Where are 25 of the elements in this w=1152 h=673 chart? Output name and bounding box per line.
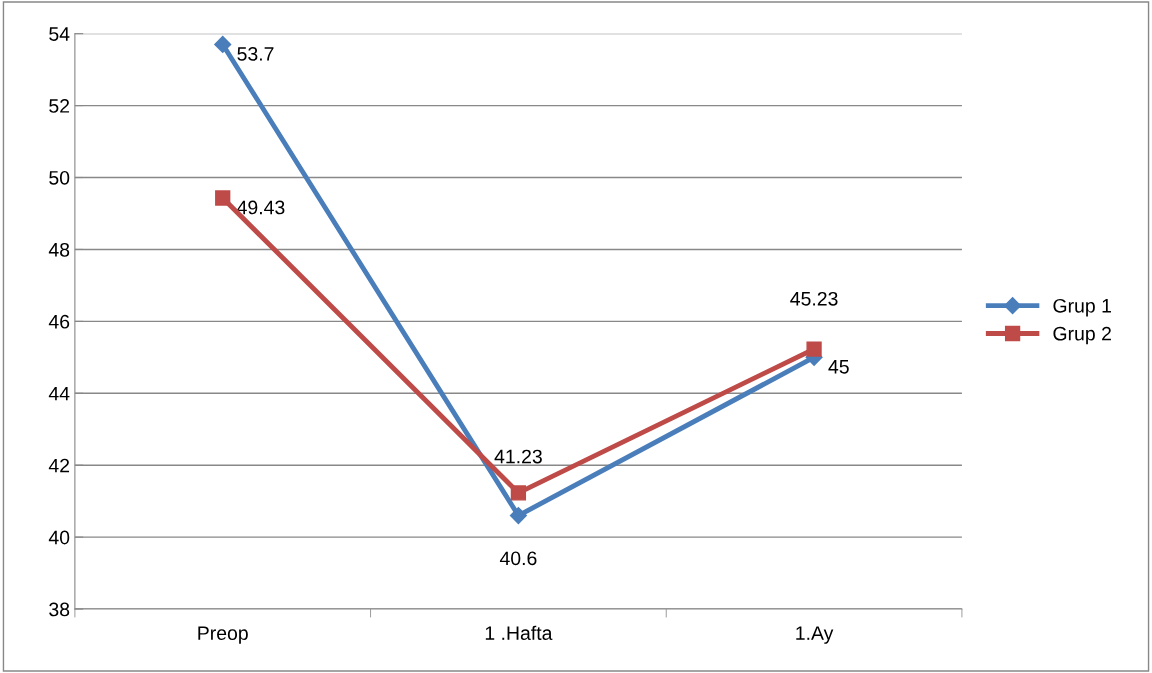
y-tick-label: 52 [49, 99, 70, 113]
x-tick-label: 1.Ay [796, 626, 834, 644]
data-label: 53.7 [237, 47, 274, 61]
y-tick-label: 38 [49, 602, 70, 617]
point [215, 190, 231, 206]
x-tick-label: Preop [198, 626, 248, 644]
data-label: 41.23 [494, 449, 542, 464]
point [509, 507, 527, 525]
point [214, 35, 232, 53]
y-tick-label: 40 [48, 530, 70, 545]
legend-label: Grup 2 [1053, 326, 1111, 345]
data-label: 45.23 [790, 291, 838, 306]
point [806, 341, 822, 357]
y-tick-label: 46 [48, 314, 70, 329]
x-tick-label: 1 .Hafta [485, 625, 553, 641]
y-tick-label: 54 [49, 27, 70, 41]
data-label: 49.43 [237, 200, 285, 215]
point [510, 485, 527, 501]
data-label: 40.6 [499, 551, 537, 566]
y-tick-label: 48 [48, 242, 70, 257]
legend-label: Grup 1 [1053, 298, 1111, 317]
y-tick-label: 44 [48, 386, 70, 401]
data-label: 45 [828, 360, 849, 374]
y-tick-label: 50 [49, 170, 70, 185]
y-tick-label: 42 [48, 458, 70, 473]
